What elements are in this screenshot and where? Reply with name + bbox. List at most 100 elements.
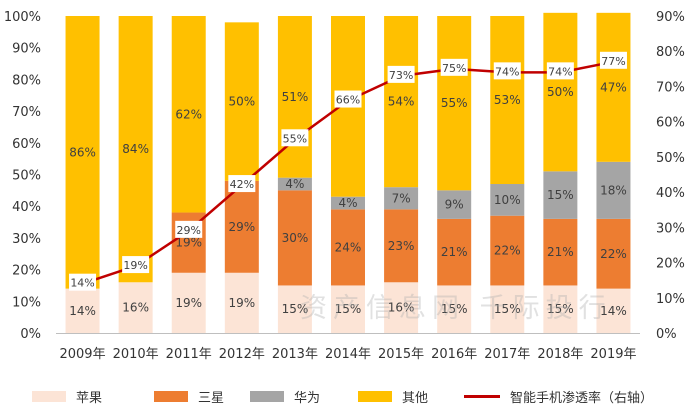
line-label-box <box>281 129 309 147</box>
legend-swatch-samsung <box>154 390 188 402</box>
bar-segment <box>65 16 100 289</box>
bar-segment <box>437 218 472 286</box>
line-label-box <box>599 51 627 69</box>
watermark: 资产信息网 千际投行 <box>300 293 612 324</box>
segment-label: 53% <box>494 93 521 107</box>
y-left-tick: 70% <box>12 105 41 120</box>
y-right-tick: 40% <box>656 186 685 201</box>
y-right-tick: 90% <box>656 10 685 25</box>
bar-segment <box>596 218 631 289</box>
segment-label: 47% <box>600 80 627 94</box>
line-label: 74% <box>548 65 572 78</box>
line-label: 66% <box>336 94 360 107</box>
segment-label: 7% <box>392 191 411 205</box>
legend-label-apple: 苹果 <box>76 390 103 406</box>
line-label-box <box>334 90 362 108</box>
segment-label: 15% <box>441 302 468 316</box>
x-tick: 2018年 <box>537 347 583 362</box>
legend-label-samsung: 三星 <box>198 390 225 406</box>
segment-label: 14% <box>600 304 627 318</box>
bar-segment <box>543 285 578 333</box>
segment-label: 15% <box>494 302 521 316</box>
bar-segment <box>490 215 525 286</box>
y-left-tick: 100% <box>4 10 41 25</box>
x-tick: 2017年 <box>484 347 530 362</box>
legend-item-others: 其他 <box>358 385 428 407</box>
y-left-tick: 90% <box>12 42 41 57</box>
bar-segment <box>437 190 472 219</box>
axes-layer: 0% 10% 20% 30% 40% 50% 60% 70% 80% 90% 100% 0% 10% 20… <box>4 10 685 362</box>
segment-label: 4% <box>285 177 304 191</box>
y-right-tick: 60% <box>656 116 685 131</box>
line-label: 55% <box>283 132 307 145</box>
line-label: 77% <box>601 55 625 68</box>
y-left-tick: 10% <box>12 295 41 310</box>
y-right-tick: 30% <box>656 221 685 236</box>
legend-label-others: 其他 <box>402 390 429 406</box>
bar-segment <box>490 184 525 216</box>
x-tick: 2012年 <box>219 347 265 362</box>
y-left-tick: 30% <box>12 232 41 247</box>
segment-label: 18% <box>600 183 627 197</box>
bar-segment <box>65 288 100 333</box>
line-label-box <box>69 273 97 291</box>
bar-segment <box>596 288 631 333</box>
bar-segment <box>596 12 631 162</box>
legend-item-apple: 苹果 <box>32 385 102 407</box>
bar-segment <box>384 209 419 283</box>
line-layer: 14%19%29%42%55%66%73%75% 74% 74%77% <box>69 51 627 291</box>
y-left-tick: 60% <box>12 137 41 152</box>
segment-label: 16% <box>388 301 415 315</box>
segment-label: 50% <box>547 85 574 99</box>
y-right-tick: 0% <box>656 327 677 342</box>
bars-layer: 14%86%16%84%19%19%62%19%29%50%15%30%4%51… <box>65 12 631 333</box>
bar-segment <box>171 16 206 213</box>
segment-label: 19% <box>175 236 202 250</box>
bar-segment <box>596 161 631 219</box>
bar-segment <box>384 187 419 210</box>
segment-label: 15% <box>335 302 362 316</box>
segment-label: 15% <box>547 188 574 202</box>
segment-label: 30% <box>282 231 309 245</box>
legend-swatch-huawei <box>250 390 284 402</box>
segment-label: 10% <box>494 193 521 207</box>
line-label-box <box>440 58 468 76</box>
chart: 14%86%16%84%19%19%62%19%29%50%15%30%4%51… <box>4 10 685 362</box>
x-tick: 2011年 <box>166 347 212 362</box>
line-label: 74% <box>495 65 519 78</box>
segment-label: 22% <box>600 247 627 261</box>
legend-line-penetration <box>464 394 500 398</box>
segment-label: 21% <box>441 245 468 259</box>
segment-label: 4% <box>338 196 357 210</box>
x-tick: 2009年 <box>59 347 105 362</box>
segment-label: 55% <box>441 96 468 110</box>
line-label-box <box>228 175 256 193</box>
line-label-box <box>387 65 415 83</box>
bar-segment <box>118 282 153 333</box>
bar-segment <box>171 272 206 333</box>
legend-item-huawei: 华为 <box>250 385 320 407</box>
segment-label: 14% <box>69 304 96 318</box>
x-tick: 2015年 <box>378 347 424 362</box>
segment-label: 62% <box>175 107 202 121</box>
bar-segment <box>224 272 259 333</box>
legend-label-penetration: 智能手机渗透率（右轴） <box>510 390 654 406</box>
bar-segment <box>277 177 312 191</box>
line-label: 73% <box>389 69 413 82</box>
line-label-box <box>546 62 574 80</box>
legend-item-penetration: 智能手机渗透率（右轴） <box>464 385 653 407</box>
y-right-tick: 10% <box>656 292 685 307</box>
bar-segment <box>384 16 419 188</box>
bar-segment <box>437 285 472 333</box>
segment-label: 29% <box>228 220 255 234</box>
legend-label-huawei: 华为 <box>294 390 321 406</box>
bar-segment <box>543 171 578 219</box>
bar-segment <box>277 190 312 286</box>
bar-segment <box>331 285 365 333</box>
legend-swatch-others <box>358 390 392 402</box>
bar-segment <box>331 196 365 210</box>
y-left-tick: 50% <box>12 169 41 184</box>
x-tick: 2014年 <box>325 347 371 362</box>
line-label-box <box>175 220 203 238</box>
bar-segment <box>277 16 312 178</box>
